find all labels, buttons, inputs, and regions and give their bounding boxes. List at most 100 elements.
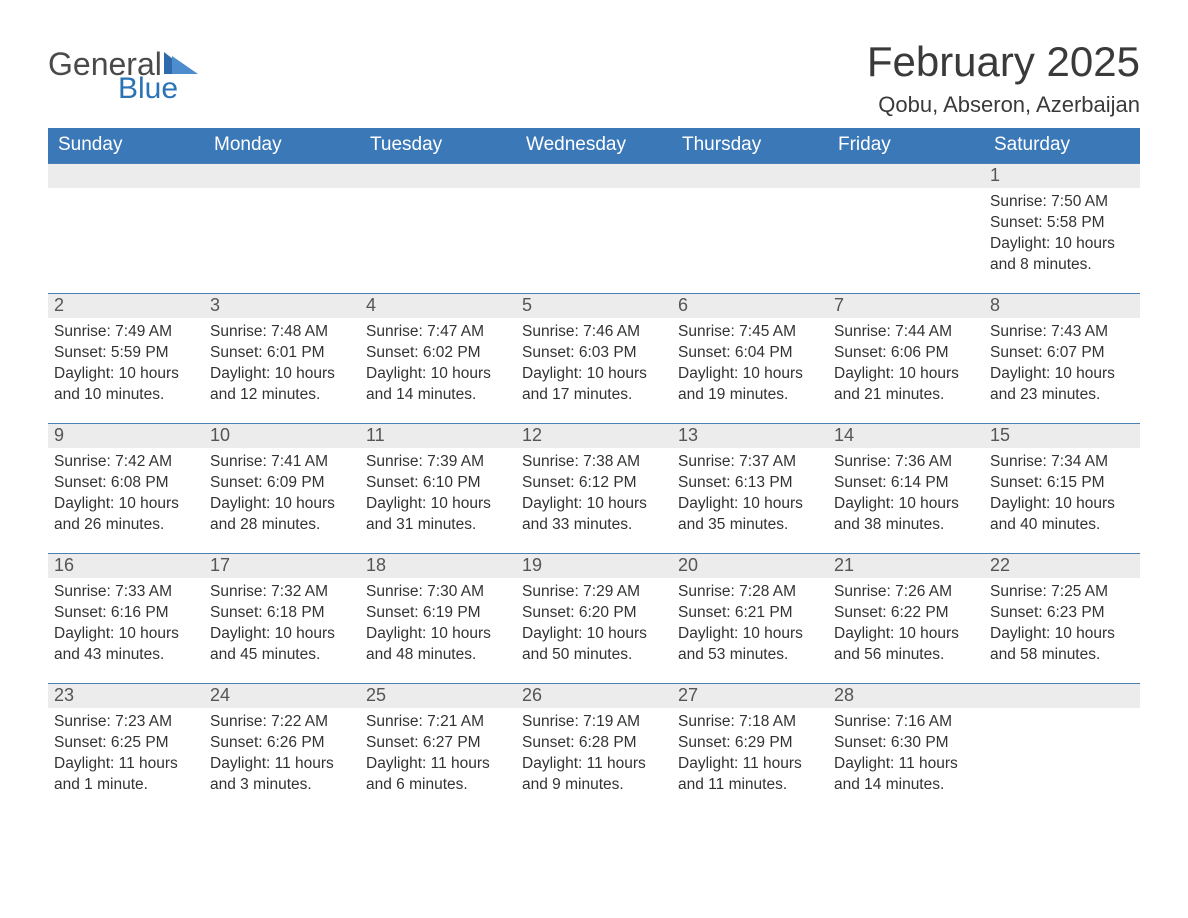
sunset-text: Sunset: 6:06 PM [834,343,978,364]
day-details: Sunrise: 7:32 AMSunset: 6:18 PMDaylight:… [204,578,360,672]
sunrise-text: Sunrise: 7:33 AM [54,582,198,603]
sunrise-text: Sunrise: 7:18 AM [678,712,822,733]
day-details: Sunrise: 7:45 AMSunset: 6:04 PMDaylight:… [672,318,828,412]
weekday-header: Sunday [48,128,204,164]
day-number: 14 [828,424,984,448]
day-details: Sunrise: 7:16 AMSunset: 6:30 PMDaylight:… [828,708,984,802]
day-number [984,684,1140,708]
sunrise-text: Sunrise: 7:44 AM [834,322,978,343]
sunset-text: Sunset: 6:13 PM [678,473,822,494]
day-number: 8 [984,294,1140,318]
calendar-cell [48,164,204,294]
calendar-cell: 9Sunrise: 7:42 AMSunset: 6:08 PMDaylight… [48,424,204,554]
day-number: 18 [360,554,516,578]
sunset-text: Sunset: 6:23 PM [990,603,1134,624]
daylight-text: Daylight: 10 hours and 35 minutes. [678,494,822,536]
calendar-cell: 26Sunrise: 7:19 AMSunset: 6:28 PMDayligh… [516,684,672,814]
sunrise-text: Sunrise: 7:47 AM [366,322,510,343]
sunrise-text: Sunrise: 7:42 AM [54,452,198,473]
logo-flag-icon [164,52,198,74]
daylight-text: Daylight: 10 hours and 12 minutes. [210,364,354,406]
calendar-cell: 14Sunrise: 7:36 AMSunset: 6:14 PMDayligh… [828,424,984,554]
sunrise-text: Sunrise: 7:48 AM [210,322,354,343]
calendar-cell: 27Sunrise: 7:18 AMSunset: 6:29 PMDayligh… [672,684,828,814]
daylight-text: Daylight: 10 hours and 10 minutes. [54,364,198,406]
day-number: 5 [516,294,672,318]
daylight-text: Daylight: 10 hours and 50 minutes. [522,624,666,666]
day-number [48,164,204,188]
day-details: Sunrise: 7:33 AMSunset: 6:16 PMDaylight:… [48,578,204,672]
calendar-cell: 16Sunrise: 7:33 AMSunset: 6:16 PMDayligh… [48,554,204,684]
day-number [360,164,516,188]
daylight-text: Daylight: 10 hours and 8 minutes. [990,234,1134,276]
day-number: 10 [204,424,360,448]
day-number: 16 [48,554,204,578]
daylight-text: Daylight: 10 hours and 14 minutes. [366,364,510,406]
sunrise-text: Sunrise: 7:21 AM [366,712,510,733]
daylight-text: Daylight: 10 hours and 28 minutes. [210,494,354,536]
calendar-table: SundayMondayTuesdayWednesdayThursdayFrid… [48,128,1140,814]
sunset-text: Sunset: 6:02 PM [366,343,510,364]
calendar-cell: 25Sunrise: 7:21 AMSunset: 6:27 PMDayligh… [360,684,516,814]
day-number: 26 [516,684,672,708]
daylight-text: Daylight: 10 hours and 21 minutes. [834,364,978,406]
sunset-text: Sunset: 6:09 PM [210,473,354,494]
calendar-cell: 11Sunrise: 7:39 AMSunset: 6:10 PMDayligh… [360,424,516,554]
sunrise-text: Sunrise: 7:16 AM [834,712,978,733]
calendar-cell: 2Sunrise: 7:49 AMSunset: 5:59 PMDaylight… [48,294,204,424]
day-details: Sunrise: 7:26 AMSunset: 6:22 PMDaylight:… [828,578,984,672]
calendar-cell: 7Sunrise: 7:44 AMSunset: 6:06 PMDaylight… [828,294,984,424]
day-details: Sunrise: 7:42 AMSunset: 6:08 PMDaylight:… [48,448,204,542]
day-number: 19 [516,554,672,578]
sunset-text: Sunset: 6:03 PM [522,343,666,364]
daylight-text: Daylight: 10 hours and 31 minutes. [366,494,510,536]
weekday-header: Wednesday [516,128,672,164]
calendar-cell [516,164,672,294]
sunset-text: Sunset: 6:20 PM [522,603,666,624]
day-details: Sunrise: 7:37 AMSunset: 6:13 PMDaylight:… [672,448,828,542]
calendar-cell: 20Sunrise: 7:28 AMSunset: 6:21 PMDayligh… [672,554,828,684]
daylight-text: Daylight: 11 hours and 9 minutes. [522,754,666,796]
day-details: Sunrise: 7:49 AMSunset: 5:59 PMDaylight:… [48,318,204,412]
sunrise-text: Sunrise: 7:39 AM [366,452,510,473]
day-details: Sunrise: 7:47 AMSunset: 6:02 PMDaylight:… [360,318,516,412]
day-number: 2 [48,294,204,318]
calendar-cell: 13Sunrise: 7:37 AMSunset: 6:13 PMDayligh… [672,424,828,554]
day-details: Sunrise: 7:29 AMSunset: 6:20 PMDaylight:… [516,578,672,672]
day-number: 6 [672,294,828,318]
weekday-header: Saturday [984,128,1140,164]
day-details: Sunrise: 7:50 AMSunset: 5:58 PMDaylight:… [984,188,1140,282]
sunset-text: Sunset: 6:08 PM [54,473,198,494]
sunrise-text: Sunrise: 7:37 AM [678,452,822,473]
logo-text-blue: Blue [118,74,198,104]
calendar-cell: 21Sunrise: 7:26 AMSunset: 6:22 PMDayligh… [828,554,984,684]
sunset-text: Sunset: 6:21 PM [678,603,822,624]
calendar-cell: 8Sunrise: 7:43 AMSunset: 6:07 PMDaylight… [984,294,1140,424]
calendar-cell: 12Sunrise: 7:38 AMSunset: 6:12 PMDayligh… [516,424,672,554]
day-details: Sunrise: 7:18 AMSunset: 6:29 PMDaylight:… [672,708,828,802]
day-number: 9 [48,424,204,448]
sunset-text: Sunset: 6:29 PM [678,733,822,754]
header-bar: General Blue February 2025 Qobu, Abseron… [48,38,1140,118]
weekday-header: Monday [204,128,360,164]
calendar-week: 9Sunrise: 7:42 AMSunset: 6:08 PMDaylight… [48,424,1140,554]
calendar-cell: 10Sunrise: 7:41 AMSunset: 6:09 PMDayligh… [204,424,360,554]
calendar-cell: 28Sunrise: 7:16 AMSunset: 6:30 PMDayligh… [828,684,984,814]
calendar-cell [360,164,516,294]
weekday-header: Friday [828,128,984,164]
daylight-text: Daylight: 11 hours and 3 minutes. [210,754,354,796]
calendar-cell: 6Sunrise: 7:45 AMSunset: 6:04 PMDaylight… [672,294,828,424]
sunrise-text: Sunrise: 7:25 AM [990,582,1134,603]
daylight-text: Daylight: 10 hours and 23 minutes. [990,364,1134,406]
day-number: 4 [360,294,516,318]
day-details: Sunrise: 7:19 AMSunset: 6:28 PMDaylight:… [516,708,672,802]
calendar-header-row: SundayMondayTuesdayWednesdayThursdayFrid… [48,128,1140,164]
sunset-text: Sunset: 5:58 PM [990,213,1134,234]
daylight-text: Daylight: 10 hours and 56 minutes. [834,624,978,666]
day-number: 24 [204,684,360,708]
day-details: Sunrise: 7:41 AMSunset: 6:09 PMDaylight:… [204,448,360,542]
daylight-text: Daylight: 10 hours and 38 minutes. [834,494,978,536]
day-details: Sunrise: 7:25 AMSunset: 6:23 PMDaylight:… [984,578,1140,672]
sunset-text: Sunset: 5:59 PM [54,343,198,364]
sunset-text: Sunset: 6:28 PM [522,733,666,754]
